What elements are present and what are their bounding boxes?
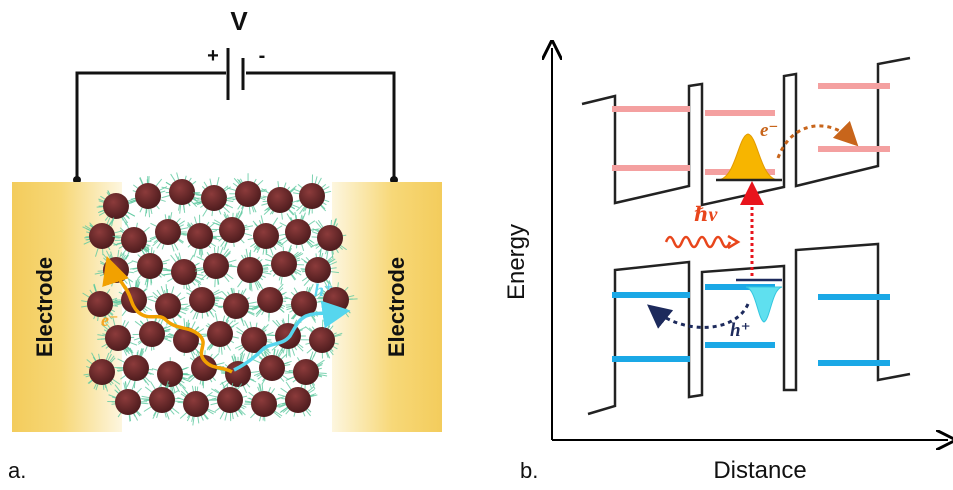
panel-b-label: b. — [520, 458, 538, 483]
hole-wavefunction — [745, 286, 783, 323]
voltage-label: V — [230, 6, 248, 36]
nanocrystal — [151, 357, 191, 394]
hole-label: h⁺ — [314, 280, 334, 300]
nanocrystal — [96, 190, 137, 227]
nanocrystal — [234, 320, 274, 360]
valence-band-edge — [587, 242, 911, 416]
nanocrystal — [194, 246, 237, 288]
nanocrystal — [199, 313, 239, 355]
nanocrystal — [128, 176, 168, 218]
nanocrystal — [182, 214, 222, 258]
x-axis-label: Distance — [713, 457, 806, 484]
nanocrystal — [291, 174, 332, 216]
nanocrystal — [192, 176, 235, 217]
nanocrystal — [211, 210, 254, 251]
panel-a: V + - Electrode Electrode e⁻ h⁺ a. — [8, 6, 442, 483]
hole-hop-arrow — [647, 303, 750, 329]
electron-hopping-path — [102, 256, 233, 374]
battery-minus-sign: - — [259, 45, 266, 67]
nanocrystal — [208, 381, 248, 422]
nanocrystal — [244, 382, 285, 422]
y-axis-label: Energy — [503, 224, 530, 300]
nanocrystal — [247, 215, 284, 256]
nanocrystal — [262, 244, 305, 285]
panel-a-label: a. — [8, 458, 26, 483]
valence-levels — [612, 284, 890, 366]
electron-hop-arrow — [776, 120, 859, 159]
nanocrystal — [161, 172, 201, 214]
nanocrystal — [261, 181, 300, 220]
hole-hopping-path — [233, 300, 351, 372]
nanocrystal — [83, 352, 121, 392]
conduction-band-edge — [581, 56, 911, 207]
nanocrystal — [219, 352, 260, 395]
electron-wavefunction — [717, 133, 779, 181]
nanocrystal — [140, 380, 184, 420]
photon-wave — [664, 235, 732, 249]
nanocrystal — [185, 283, 223, 320]
nanocrystal — [81, 283, 119, 325]
nanocrystal — [229, 248, 272, 292]
nanocrystal — [300, 249, 340, 289]
circuit-wire — [75, 71, 396, 178]
left-electrode-label: Electrode — [32, 257, 57, 357]
electron-label-b: e⁻ — [760, 120, 778, 141]
nanocrystal — [252, 348, 294, 385]
photon-label: ℏν — [694, 204, 719, 226]
nanocrystal — [132, 315, 173, 352]
nanocrystal — [284, 351, 328, 394]
nanocrystal — [277, 381, 318, 417]
battery-plus-sign: + — [207, 45, 219, 67]
nanocrystal — [82, 217, 123, 257]
photon-arrowhead — [727, 234, 741, 250]
nanocrystal — [114, 347, 154, 389]
nanocrystal — [218, 287, 258, 327]
right-electrode-label: Electrode — [384, 257, 409, 357]
nanocrystal — [107, 381, 149, 422]
electron-label: e⁻ — [101, 310, 119, 330]
hole-label-b: h⁺ — [730, 320, 751, 341]
nanocrystal — [149, 212, 189, 252]
nanocrystal — [250, 283, 288, 322]
nanocrystal — [147, 284, 189, 326]
nanocrystal — [177, 385, 217, 426]
nanocrystal — [310, 218, 347, 260]
panel-b: Energy Distance b. — [503, 48, 948, 484]
nanocrystal — [162, 252, 204, 290]
nanocrystal — [97, 316, 138, 356]
nanocrystal — [226, 173, 268, 215]
nanocrystal — [300, 319, 343, 359]
nanocrystal — [284, 283, 324, 323]
nanocrystal — [278, 211, 320, 252]
